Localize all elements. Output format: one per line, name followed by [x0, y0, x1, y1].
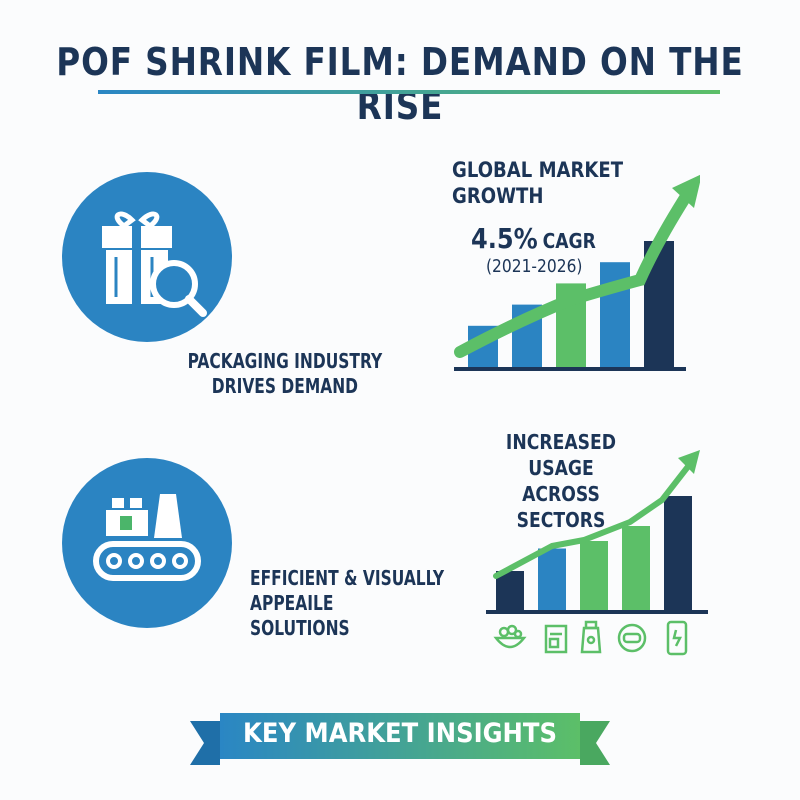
consumer-goods-icon [617, 623, 647, 653]
growth-trend-arrow [454, 184, 696, 358]
conveyor-factory-icon [62, 458, 232, 628]
cosmetic-bottle-icon [580, 620, 602, 654]
growth-heading: GLOBAL MARKET GROWTH [452, 158, 624, 208]
usage-arrow-head [678, 450, 700, 474]
growth-bar-chart [454, 174, 700, 371]
key-insights-banner [190, 713, 610, 765]
bar-5 [664, 496, 692, 610]
solutions-caption: EFFICIENT & VISUALLY APPEAILE SOLUTIONS [250, 566, 445, 640]
page-title: POF SHRINK FILM: DEMAND ON THE RISE [56, 40, 744, 128]
bar-2 [538, 548, 566, 610]
bar-3 [580, 541, 608, 610]
bar-1 [496, 571, 524, 610]
cagr-value: 4.5% [471, 222, 538, 255]
cagr-label: CAGR [542, 229, 596, 253]
usage-trend-arrow [493, 461, 693, 579]
growth-arrow-head [672, 174, 700, 208]
usage-bar-chart [486, 450, 708, 614]
title-underline [98, 90, 720, 94]
package-box-icon [544, 624, 568, 654]
sector-icons [493, 620, 688, 656]
mobile-phone-icon [666, 620, 688, 656]
gift-box-magnifier-icon [62, 172, 232, 342]
bar-4 [622, 526, 650, 610]
food-bowl-icon [493, 624, 527, 649]
packaging-caption: PACKAGING INDUSTRY DRIVES DEMAND [187, 349, 383, 398]
banner-label: KEY MARKET INSIGHTS [243, 718, 557, 749]
cagr-years: (2021-2026) [486, 256, 583, 277]
cagr-readout: 4.5% CAGR [471, 222, 596, 255]
usage-heading: INCREASED USAGE ACROSS SECTORS [505, 430, 617, 532]
